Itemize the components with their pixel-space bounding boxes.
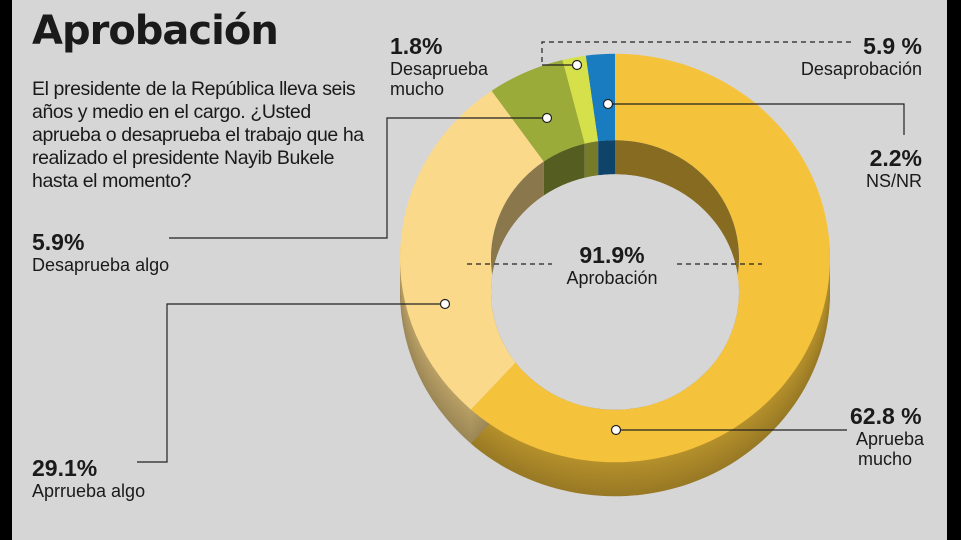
leader-aprueba-algo — [137, 303, 445, 463]
infographic-frame: Aprobación El presidente de la República… — [12, 0, 947, 540]
donut-chart — [137, 41, 905, 497]
leader-ns-nr — [608, 103, 905, 135]
marker-ns-nr — [602, 98, 614, 110]
leader-desaprueba-algo — [169, 117, 547, 239]
slice-inner-wall-desaprueba-mucho — [584, 141, 599, 178]
center-approval-label: 91.9% Aprobación — [542, 242, 682, 289]
page-title: Aprobación — [32, 8, 279, 54]
slice-inner-wall-desaprueba-algo — [543, 143, 585, 196]
survey-question: El presidente de la República lleva seis… — [32, 78, 364, 192]
name-aprueba-algo: Aprrueba algo — [32, 481, 146, 501]
slice-desaprueba-algo — [491, 59, 585, 162]
name-aprueba-mucho-1: Aprueba — [856, 429, 925, 449]
marker-desaprueba-algo — [541, 112, 553, 124]
slice-desaprueba-mucho — [562, 55, 599, 144]
donut-hole — [491, 140, 740, 410]
name-aprueba-mucho-2: mucho — [858, 449, 913, 469]
marker-desaprueba-mucho — [571, 59, 583, 71]
disapproval-total-value: 5.9 % — [863, 33, 922, 59]
slice-inner-wall-ns-nr — [598, 140, 615, 176]
value-ns-nr: 2.2% — [869, 145, 922, 171]
center-approval-value: 91.9% — [579, 242, 645, 268]
value-desaprueba-mucho: 1.8% — [390, 33, 443, 59]
disapproval-total-label: 5.9 % Desaprobación — [772, 33, 922, 80]
marker-aprueba-algo — [439, 298, 451, 310]
leader-desaprobacion-bracket — [541, 41, 854, 62]
disapproval-total-name: Desaprobación — [800, 59, 922, 79]
slice-ns-nr — [585, 53, 615, 142]
marker-aprueba-mucho — [610, 424, 622, 436]
name-desaprueba-mucho-1: Desaprueba — [390, 59, 489, 79]
label-aprueba-mucho: 62.8 % Aprueba mucho — [850, 403, 940, 470]
center-approval-name: Aprobación — [566, 268, 658, 288]
value-aprueba-mucho: 62.8 % — [850, 403, 922, 429]
leader-lines — [137, 41, 905, 463]
donut-hole-floor — [491, 174, 739, 410]
label-aprueba-algo: 29.1% Aprrueba algo — [32, 455, 212, 502]
label-desaprueba-algo: 5.9% Desaprueba algo — [32, 229, 212, 276]
label-desaprueba-mucho: 1.8% Desaprueba mucho — [390, 33, 510, 100]
name-desaprueba-algo: Desaprueba algo — [32, 255, 170, 275]
name-desaprueba-mucho-2: mucho — [390, 79, 445, 99]
slice-aprueba-mucho — [470, 53, 830, 463]
name-ns-nr: NS/NR — [865, 171, 922, 191]
value-aprueba-algo: 29.1% — [32, 455, 98, 481]
value-desaprueba-algo: 5.9% — [32, 229, 85, 255]
label-ns-nr: 2.2% NS/NR — [802, 145, 922, 192]
